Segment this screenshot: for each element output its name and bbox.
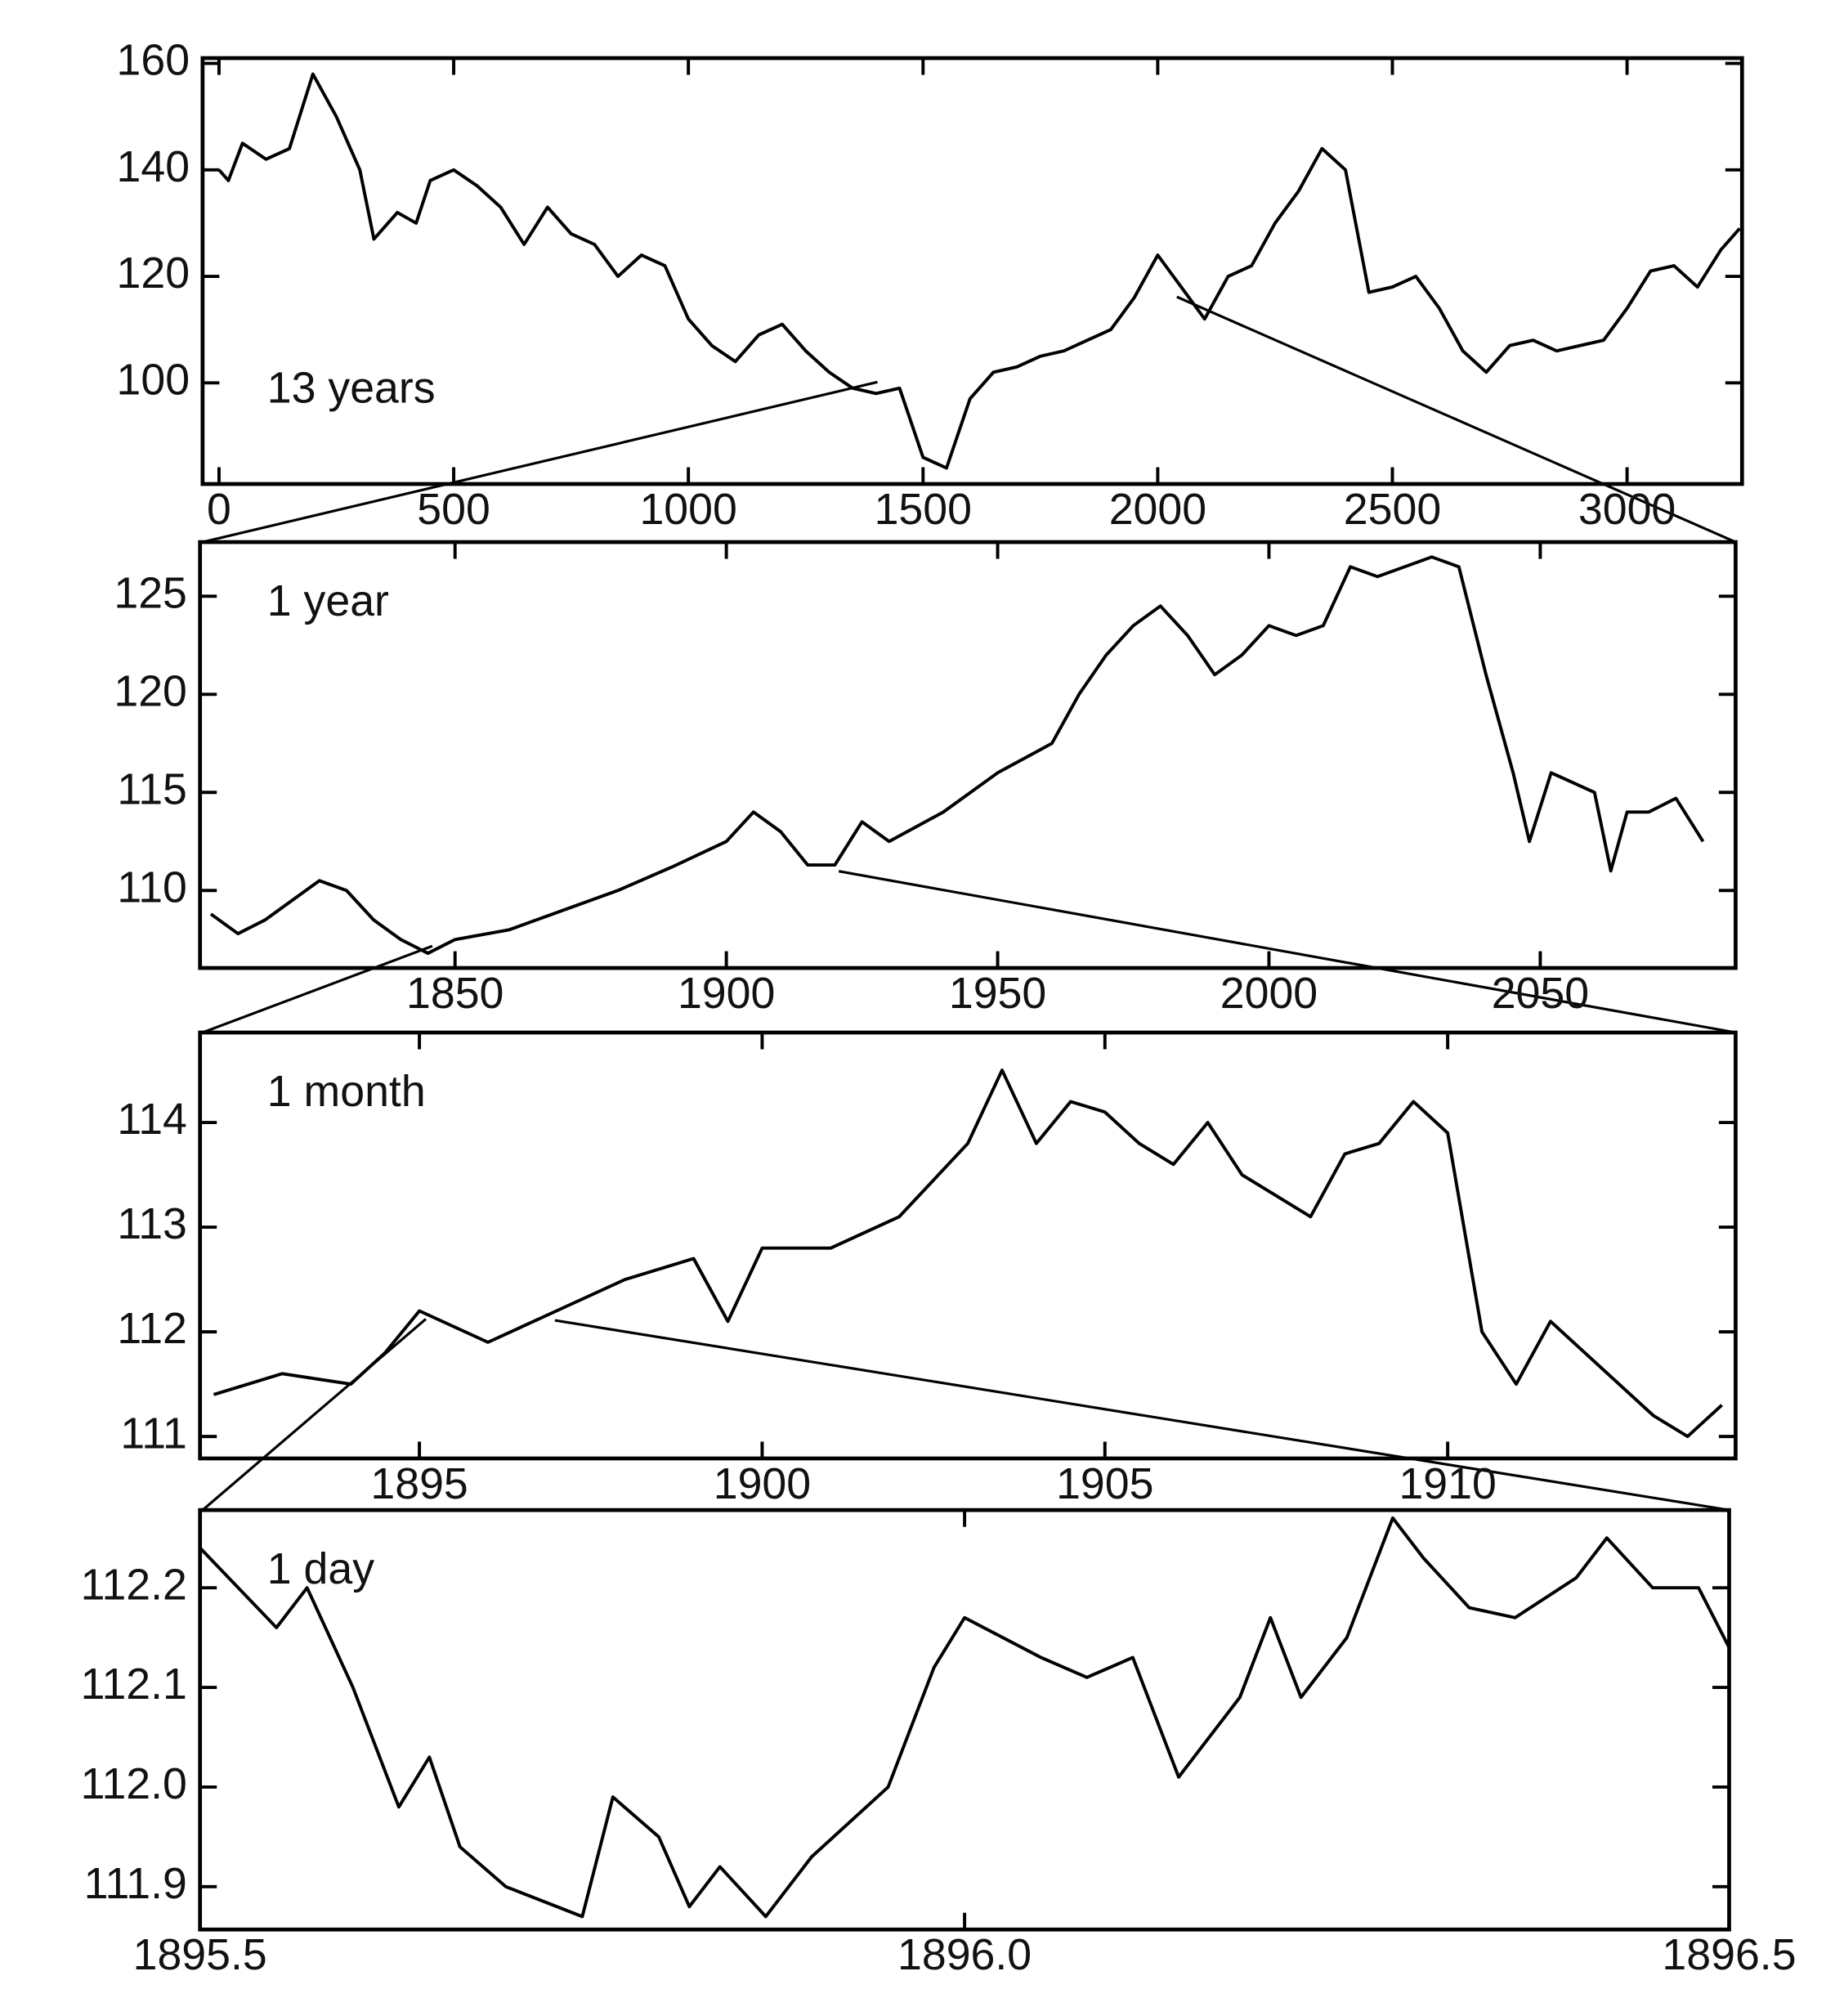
x-tick-label: 2050 xyxy=(1492,969,1589,1018)
x-tick-label: 2000 xyxy=(1220,969,1318,1018)
panel: 1895 1900 1905 1910 111 112 113 114 1 month xyxy=(117,1030,1738,1508)
zoom-line xyxy=(554,1319,1730,1512)
x-tick-label: 3000 xyxy=(1578,485,1676,534)
zoom-line xyxy=(838,870,1736,1034)
data-line xyxy=(213,1068,1723,1439)
y-tick-label: 160 xyxy=(117,36,190,85)
y-tick-label: 100 xyxy=(117,355,190,404)
y-tick-label: 110 xyxy=(117,862,187,912)
zoom-line xyxy=(202,944,433,1034)
y-tick-label: 112 xyxy=(117,1304,187,1353)
x-tick-label: 1900 xyxy=(678,969,775,1018)
panel: 1895.5 1896.0 1896.5 111.9 112.0 112.1 112.2 1 … xyxy=(81,1508,1797,1979)
y-tick-label: 111 xyxy=(120,1409,187,1458)
x-tick-label: 1000 xyxy=(639,485,736,534)
y-tick-label: 113 xyxy=(117,1199,187,1248)
x-tick-label: 1895.5 xyxy=(133,1930,267,1979)
plot-frame xyxy=(198,1030,1738,1461)
y-tick-label: 140 xyxy=(117,142,190,191)
zoom-connectors xyxy=(201,295,1737,1512)
panel-annotation: 1 month xyxy=(267,1067,426,1116)
y-tick-label: 114 xyxy=(117,1095,187,1144)
plot-area xyxy=(199,1516,1730,1919)
panel-annotation: 13 years xyxy=(267,364,436,413)
x-tick-label: 1910 xyxy=(1399,1459,1496,1508)
plot-area xyxy=(209,555,1705,956)
y-tick-label: 111.9 xyxy=(84,1859,187,1908)
x-tick-label: 0 xyxy=(207,485,231,534)
y-tick-label: 112.0 xyxy=(81,1759,187,1808)
x-tick-label: 1905 xyxy=(1056,1459,1153,1508)
x-tick-label: 2500 xyxy=(1344,485,1441,534)
y-tick-label: 112.2 xyxy=(81,1560,187,1609)
y-tick-label: 115 xyxy=(117,764,187,813)
y-tick-label: 125 xyxy=(114,568,187,617)
x-tick-label: 1896.0 xyxy=(897,1930,1032,1979)
x-tick-label: 1895 xyxy=(370,1459,468,1508)
data-line xyxy=(217,72,1741,470)
x-tick-label: 2000 xyxy=(1109,485,1206,534)
zoom-line xyxy=(202,380,878,544)
y-tick-label: 120 xyxy=(117,249,190,298)
plot-frame xyxy=(198,1508,1731,1932)
y-tick-label: 112.1 xyxy=(81,1660,187,1709)
panel: 0 500 1000 1500 2000 2500 3000 100 120 140 160 13 y… xyxy=(117,36,1744,534)
x-tick-label: 1950 xyxy=(949,969,1046,1018)
plot-area xyxy=(213,1068,1723,1439)
data-line xyxy=(209,555,1705,956)
zoom-line xyxy=(1176,295,1737,544)
x-tick-label: 500 xyxy=(417,485,490,534)
panel-annotation: 1 day xyxy=(267,1544,374,1593)
x-tick-label: 1900 xyxy=(714,1459,811,1508)
x-tick-label: 1896.5 xyxy=(1662,1930,1796,1979)
panel: 1850 1900 1950 2000 2050 110 115 120 125 1 year xyxy=(114,540,1738,1018)
plot-area xyxy=(217,72,1741,470)
plot-frame xyxy=(200,56,1744,486)
plot-frame xyxy=(198,540,1738,970)
panel-annotation: 1 year xyxy=(267,576,389,625)
y-tick-label: 120 xyxy=(114,666,187,715)
data-line xyxy=(199,1516,1730,1919)
x-tick-label: 1850 xyxy=(406,969,504,1018)
x-tick-label: 1500 xyxy=(875,485,972,534)
